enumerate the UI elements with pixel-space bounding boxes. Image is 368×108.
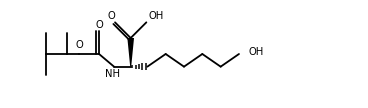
Text: O: O (95, 20, 103, 30)
Text: OH: OH (248, 47, 263, 57)
Polygon shape (127, 38, 134, 67)
Text: OH: OH (148, 11, 163, 21)
Text: O: O (75, 40, 83, 50)
Text: O: O (108, 11, 116, 21)
Text: NH: NH (105, 69, 120, 79)
